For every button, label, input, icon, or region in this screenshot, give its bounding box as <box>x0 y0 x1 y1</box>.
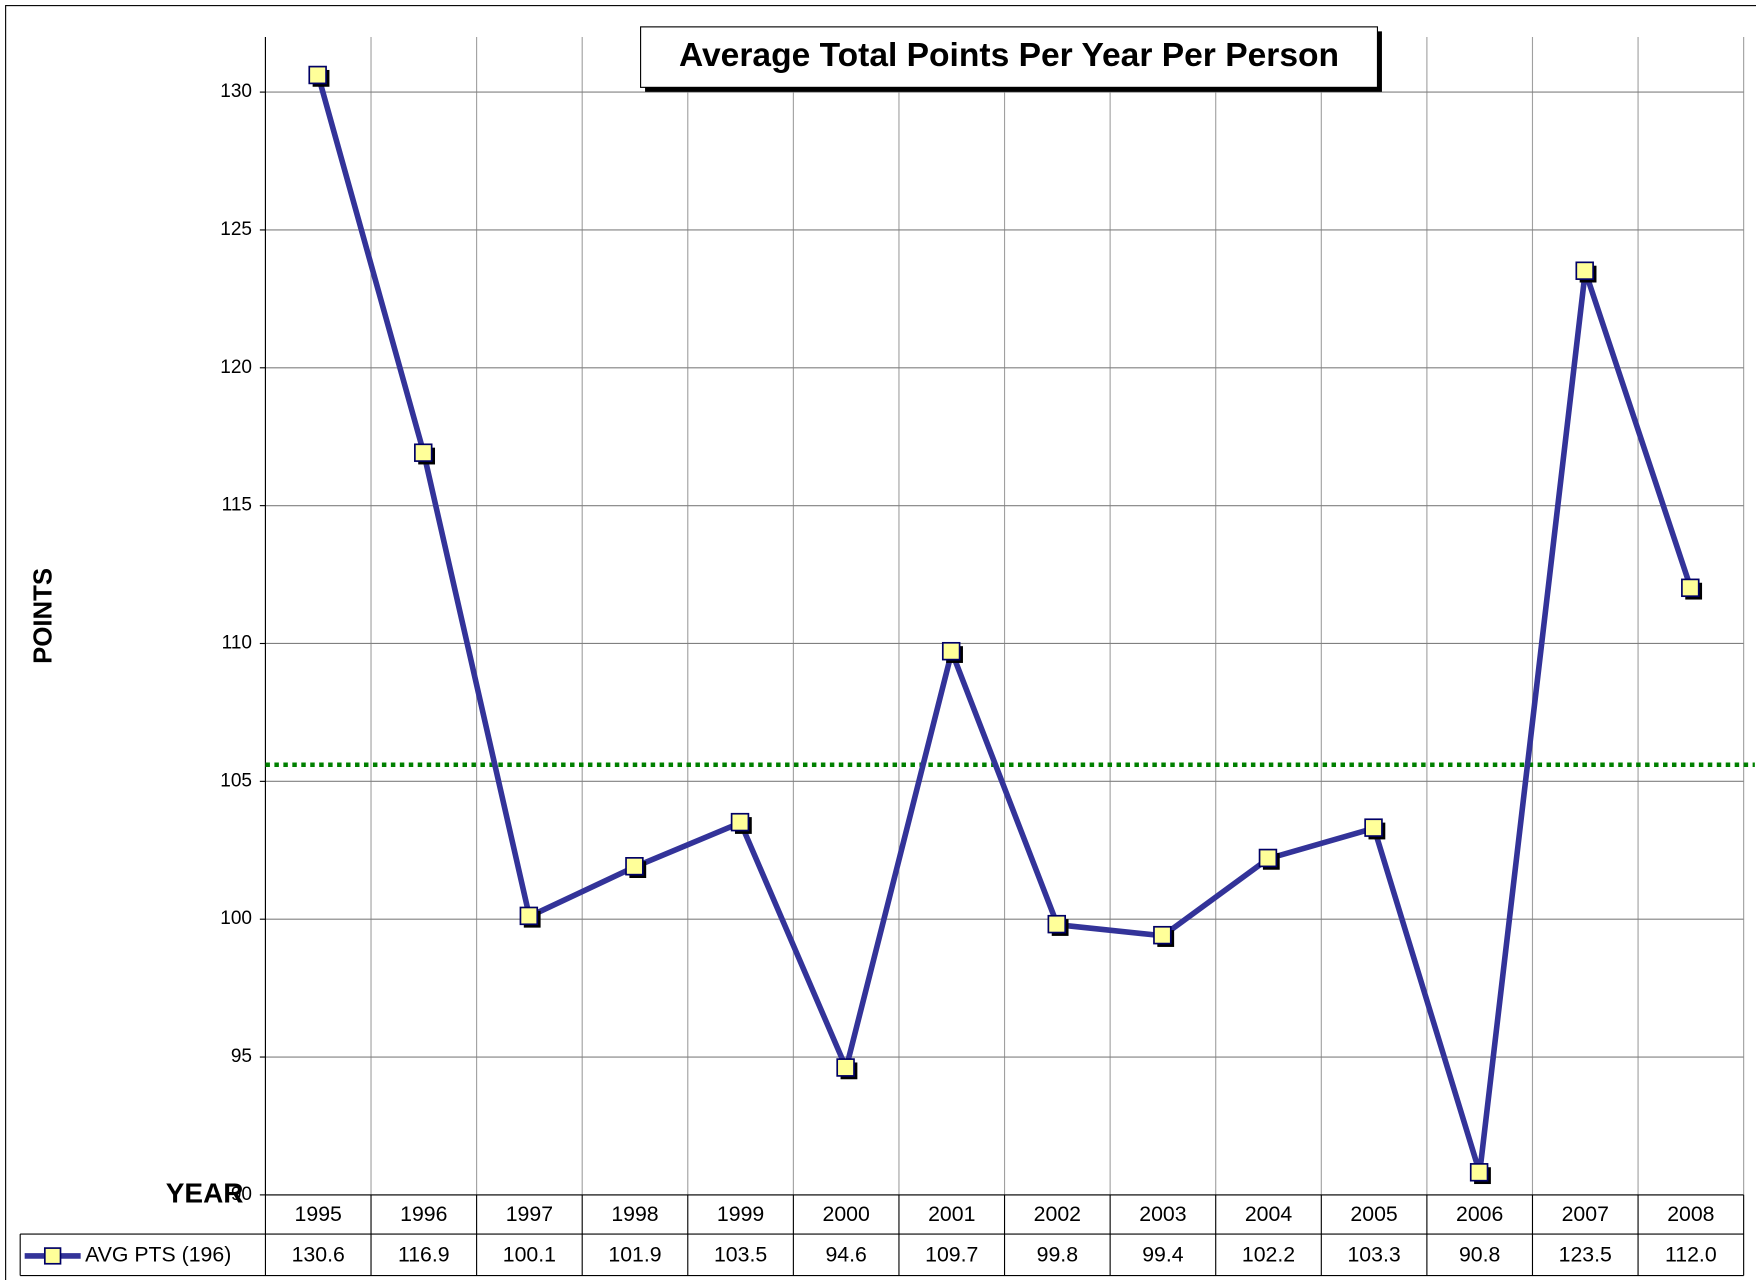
marker <box>941 641 961 661</box>
chart-title: Average Total Points Per Year Per Person <box>679 37 1339 74</box>
y-tick-label: 125 <box>220 219 252 240</box>
x-tick-label: 1997 <box>506 1202 553 1226</box>
marker <box>1153 925 1172 945</box>
marker <box>1258 848 1278 868</box>
x-tick-label: 2008 <box>1667 1202 1714 1226</box>
x-tick-label: 2004 <box>1245 1202 1292 1226</box>
data-table-value: 109.7 <box>925 1243 978 1267</box>
y-tick-label: 120 <box>220 357 252 378</box>
x-tick-label: 2003 <box>1139 1202 1186 1226</box>
marker <box>1575 261 1594 280</box>
x-tick-label: 2002 <box>1034 1202 1081 1226</box>
data-table-value: 116.9 <box>398 1243 450 1267</box>
x-axis-label: YEAR <box>166 1177 244 1208</box>
marker <box>625 857 644 876</box>
data-table-value: 101.9 <box>608 1243 661 1267</box>
x-tick-label: 1999 <box>717 1202 764 1226</box>
x-tick-label: 1998 <box>611 1202 658 1226</box>
data-table-value: 102.2 <box>1242 1243 1295 1267</box>
x-tick-label: 1996 <box>400 1202 447 1226</box>
y-tick-label: 90 <box>231 1184 252 1205</box>
y-tick-label: 130 <box>220 81 252 102</box>
y-axis-label: POINTS <box>30 568 58 664</box>
marker <box>730 812 750 832</box>
y-tick-label: 95 <box>231 1046 252 1067</box>
legend-label: AVG PTS (196) <box>85 1243 231 1267</box>
x-tick-label: 2001 <box>928 1202 975 1226</box>
data-table-value: 103.5 <box>714 1243 767 1267</box>
data-table-value: 103.3 <box>1347 1243 1400 1267</box>
series-line <box>315 74 1694 1176</box>
chart-frame <box>5 5 1756 1280</box>
x-tick-label: 2000 <box>823 1202 870 1226</box>
x-tick-label: 2006 <box>1456 1202 1503 1226</box>
y-tick-label: 105 <box>220 770 252 791</box>
y-tick-label: 115 <box>222 495 252 516</box>
marker <box>836 1058 855 1077</box>
data-table-value: 100.1 <box>503 1243 556 1267</box>
x-tick-label: 2005 <box>1350 1202 1397 1226</box>
legend-marker <box>43 1247 62 1265</box>
x-tick-label: 2007 <box>1562 1202 1609 1226</box>
marker <box>308 65 327 85</box>
data-table-value: 112.0 <box>1665 1243 1717 1267</box>
data-table-value: 99.8 <box>1037 1243 1078 1267</box>
title-box <box>640 26 1379 88</box>
y-tick-label: 100 <box>220 908 252 929</box>
y-tick-label: 110 <box>222 633 252 654</box>
data-table-value: 99.4 <box>1142 1243 1184 1267</box>
data-table-value: 90.8 <box>1459 1243 1500 1267</box>
data-table-value: 94.6 <box>825 1243 866 1267</box>
x-tick-label: 1995 <box>295 1202 342 1226</box>
marker <box>1047 914 1067 934</box>
data-table-value: 123.5 <box>1559 1243 1612 1267</box>
marker <box>519 906 539 926</box>
data-table-value: 130.6 <box>292 1243 345 1267</box>
marker <box>1364 818 1383 837</box>
marker <box>1469 1163 1489 1182</box>
marker <box>414 443 433 462</box>
marker <box>1681 578 1700 598</box>
